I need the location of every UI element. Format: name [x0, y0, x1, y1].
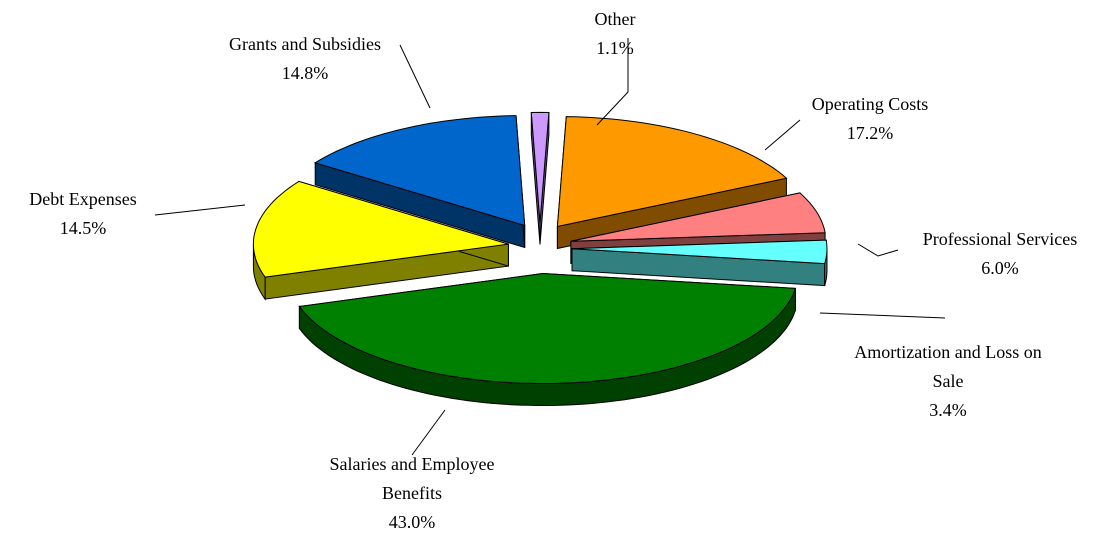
- slice: [570, 192, 826, 242]
- slice: [252, 180, 509, 278]
- slice: [556, 116, 788, 228]
- leader-line: [411, 409, 446, 456]
- leader-line: [154, 204, 246, 216]
- slice-label: Operating Costs 17.2%: [720, 90, 1020, 148]
- leader-line: [819, 312, 946, 319]
- value-label: 6.0%: [981, 258, 1019, 278]
- leader-line: [596, 38, 629, 126]
- slice: [571, 239, 828, 265]
- slice-label: Salaries and Employee Benefits 43.0%: [312, 450, 512, 535]
- slice: [298, 272, 797, 384]
- slice-label: Other 1.1%: [465, 5, 765, 63]
- value-label: 1.1%: [596, 38, 634, 58]
- category-label: Amortization and Loss on Sale: [854, 342, 1042, 391]
- leader-line: [857, 243, 899, 257]
- slice: [530, 111, 550, 223]
- slice: [313, 115, 526, 227]
- slice-label: Grants and Subsidies 14.8%: [155, 30, 455, 88]
- category-label: Professional Services: [922, 229, 1078, 249]
- value-label: 14.8%: [281, 63, 329, 83]
- category-label: Other: [594, 9, 636, 29]
- leader-line: [399, 44, 431, 109]
- value-label: 43.0%: [388, 512, 436, 532]
- category-label: Salaries and Employee Benefits: [329, 454, 495, 503]
- value-label: 3.4%: [929, 400, 967, 420]
- slice-label: Professional Services 6.0%: [850, 225, 1104, 283]
- value-label: 14.5%: [59, 218, 107, 238]
- category-label: Grants and Subsidies: [229, 34, 381, 54]
- value-label: 17.2%: [846, 123, 894, 143]
- leader-line: [764, 119, 801, 151]
- category-label: Operating Costs: [811, 94, 929, 114]
- category-label: Debt Expenses: [29, 189, 137, 209]
- slice-label: Debt Expenses 14.5%: [0, 185, 233, 243]
- slice-label: Amortization and Loss on Sale 3.4%: [838, 338, 1058, 425]
